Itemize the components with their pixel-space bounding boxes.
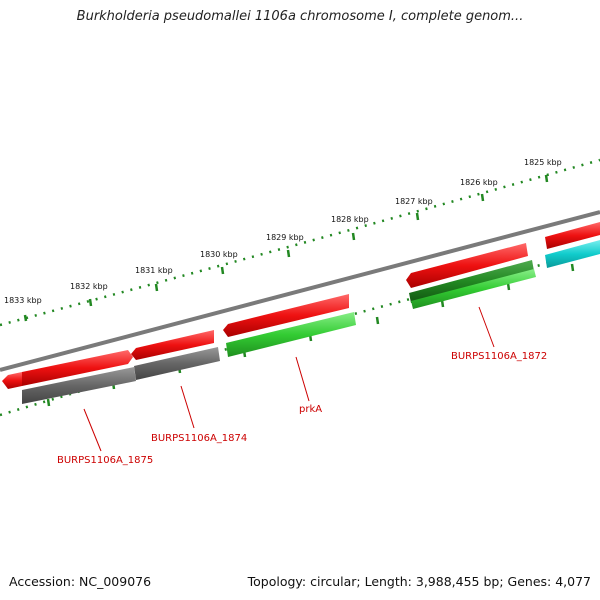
gene-label-burps1106a-1875[interactable]: BURPS1106A_1875 [57, 455, 153, 466]
gene-label-burps1106a-1872[interactable]: BURPS1106A_1872 [451, 351, 547, 362]
ruler-label-1830: 1830 kbp [200, 250, 238, 259]
gene-feature-red[interactable] [131, 330, 214, 360]
ruler-label-1833: 1833 kbp [4, 296, 42, 305]
gene-feature-cyan[interactable] [545, 240, 600, 268]
label-connector [478, 306, 495, 348]
ruler-label-1825: 1825 kbp [524, 158, 562, 167]
backbone-track [0, 210, 600, 372]
gene-label-prka[interactable]: prkA [299, 404, 322, 415]
gene-feature-red[interactable] [2, 372, 22, 389]
ruler-label-1832: 1832 kbp [70, 282, 108, 291]
gene-feature-gray[interactable] [22, 367, 136, 404]
gene-feature-red[interactable] [545, 222, 600, 249]
genome-stats-text: Topology: circular; Length: 3,988,455 bp… [247, 574, 591, 589]
accession-text: Accession: NC_009076 [9, 574, 152, 589]
ruler-label-1827: 1827 kbp [395, 197, 433, 206]
ruler-label-1828: 1828 kbp [331, 215, 369, 224]
gene-feature-red[interactable] [406, 243, 528, 288]
ruler-label-1829: 1829 kbp [266, 233, 304, 242]
gene-feature-green[interactable] [226, 312, 356, 357]
gene-label-burps1106a-1874[interactable]: BURPS1106A_1874 [151, 433, 247, 444]
ruler-outer-ticks [23, 174, 549, 322]
gene-feature-darkgreen[interactable] [409, 260, 534, 303]
map-title: Burkholderia pseudomallei 1106a chromoso… [76, 9, 524, 24]
label-connector [83, 408, 102, 452]
label-connector [295, 356, 310, 402]
ruler-label-1826: 1826 kbp [460, 178, 498, 187]
ruler-label-1831: 1831 kbp [135, 266, 173, 275]
gene-feature-green[interactable] [411, 269, 536, 309]
gene-feature-red[interactable] [22, 350, 133, 386]
gene-feature-red[interactable] [223, 294, 349, 337]
label-connector [180, 385, 195, 429]
gene-feature-gray[interactable] [134, 347, 220, 380]
